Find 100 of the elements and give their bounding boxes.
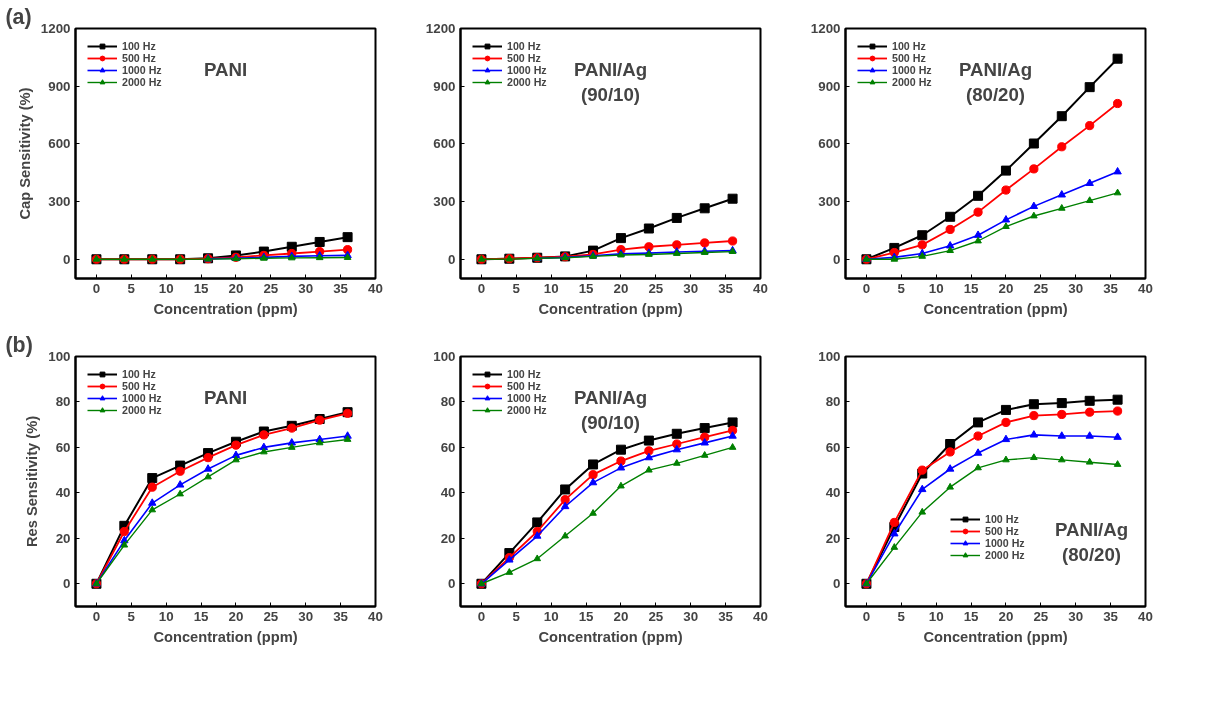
- y-tick-label: 40: [825, 485, 841, 501]
- annotation: PANI/Ag (90/10): [573, 58, 648, 105]
- x-tick-label: 35: [718, 280, 734, 296]
- x-tick-label: 5: [127, 608, 136, 624]
- y-tick-label: 40: [440, 485, 456, 501]
- y-tick-label: 300: [818, 194, 841, 210]
- legend-label: 100 Hz: [507, 368, 541, 380]
- annotation: PANI/Ag (80/20): [958, 58, 1033, 105]
- legend-label: 2000 Hz: [985, 549, 1025, 561]
- text: (a): [5, 4, 32, 29]
- x-tick-label: 40: [368, 280, 383, 296]
- legend-label: 2000 Hz: [892, 76, 932, 88]
- x-tick-label: 15: [963, 608, 980, 624]
- annotation: PANI/Ag (80/20): [1054, 519, 1129, 566]
- legend-label: 2000 Hz: [507, 404, 547, 416]
- x-tick-label: 30: [1068, 280, 1084, 296]
- x-tick-label: 20: [613, 608, 629, 624]
- y-tick-label: 1200: [40, 21, 71, 36]
- y-tick-label: 0: [833, 251, 841, 267]
- x-tick-label: 40: [753, 608, 768, 624]
- legend-label: 100 Hz: [892, 40, 926, 52]
- legend-label: 100 Hz: [122, 40, 156, 52]
- x-tick-label: 25: [1033, 280, 1049, 296]
- legend-label: 1000 Hz: [507, 392, 547, 404]
- legend-label: 2000 Hz: [122, 76, 162, 88]
- x-tick-label: 20: [998, 280, 1014, 296]
- x-tick-label: 15: [578, 608, 595, 624]
- y-tick-label: 0: [63, 251, 71, 267]
- text: (b): [5, 332, 33, 357]
- x-tick-label: 35: [1103, 608, 1119, 624]
- y-tick-label: 80: [55, 394, 71, 410]
- x-axis-title: Concentration (ppm): [153, 628, 298, 645]
- legend-label: 100 Hz: [985, 513, 1019, 525]
- y-tick-label: 100: [48, 349, 71, 364]
- y-tick-label: 900: [433, 78, 456, 94]
- x-tick-label: 5: [127, 280, 136, 296]
- x-tick-label: 15: [193, 280, 210, 296]
- y-axis-title: Cap Sensitivity (%): [16, 87, 33, 220]
- y-tick-label: 300: [48, 194, 71, 210]
- x-tick-label: 40: [1138, 608, 1153, 624]
- legend-label: 500 Hz: [122, 52, 156, 64]
- x-tick-label: 10: [158, 608, 174, 624]
- x-tick-label: 35: [333, 608, 349, 624]
- x-tick-label: 10: [543, 280, 559, 296]
- y-tick-label: 600: [48, 136, 71, 152]
- x-tick-label: 25: [648, 608, 664, 624]
- y-axis-title: Res Sensitivity (%): [24, 415, 41, 548]
- x-tick-label: 35: [718, 608, 734, 624]
- annotation: PANI: [203, 58, 248, 80]
- y-tick-label: 100: [433, 349, 456, 364]
- x-tick-label: 25: [263, 608, 279, 624]
- x-tick-label: 10: [928, 280, 944, 296]
- x-tick-label: 0: [92, 280, 101, 296]
- legend-label: 1000 Hz: [122, 64, 162, 76]
- x-tick-label: 30: [1068, 608, 1084, 624]
- y-tick-label: 40: [55, 485, 71, 501]
- legend-label: 100 Hz: [507, 40, 541, 52]
- y-tick-label: 80: [825, 394, 841, 410]
- x-tick-label: 0: [862, 280, 871, 296]
- y-tick-label: 60: [55, 439, 71, 455]
- y-tick-label: 600: [433, 136, 456, 152]
- x-axis-title: Concentration (ppm): [153, 300, 298, 317]
- y-tick-label: 80: [440, 394, 456, 410]
- y-tick-label: 600: [818, 136, 841, 152]
- x-tick-label: 0: [862, 608, 871, 624]
- annotation: PANI: [203, 386, 248, 408]
- x-tick-label: 0: [477, 608, 486, 624]
- legend-label: 1000 Hz: [122, 392, 162, 404]
- x-tick-label: 20: [998, 608, 1014, 624]
- y-tick-label: 1200: [810, 21, 841, 36]
- y-tick-label: 20: [825, 530, 841, 546]
- legend-label: 1000 Hz: [892, 64, 932, 76]
- x-tick-label: 5: [897, 280, 906, 296]
- x-tick-label: 30: [298, 280, 314, 296]
- x-tick-label: 15: [963, 280, 980, 296]
- x-tick-label: 10: [158, 280, 174, 296]
- x-tick-label: 15: [193, 608, 210, 624]
- x-axis-title: Concentration (ppm): [538, 628, 683, 645]
- y-tick-label: 0: [833, 576, 841, 592]
- legend-label: 500 Hz: [507, 380, 541, 392]
- x-tick-label: 40: [753, 280, 768, 296]
- y-tick-label: 0: [448, 251, 456, 267]
- y-tick-label: 300: [433, 194, 456, 210]
- y-tick-label: 0: [63, 576, 71, 592]
- x-axis-title: Concentration (ppm): [538, 300, 683, 317]
- x-tick-label: 0: [477, 280, 486, 296]
- y-tick-label: 1200: [425, 21, 456, 36]
- legend-label: 100 Hz: [122, 368, 156, 380]
- y-tick-label: 20: [55, 530, 71, 546]
- x-tick-label: 15: [578, 280, 595, 296]
- y-tick-label: 900: [48, 78, 71, 94]
- y-tick-label: 100: [818, 349, 841, 364]
- y-tick-label: 900: [818, 78, 841, 94]
- legend-label: 500 Hz: [507, 52, 541, 64]
- x-tick-label: 5: [897, 608, 906, 624]
- legend-label: 1000 Hz: [507, 64, 547, 76]
- x-tick-label: 5: [512, 608, 521, 624]
- x-tick-label: 20: [613, 280, 629, 296]
- legend-label: 1000 Hz: [985, 537, 1025, 549]
- x-tick-label: 30: [683, 280, 699, 296]
